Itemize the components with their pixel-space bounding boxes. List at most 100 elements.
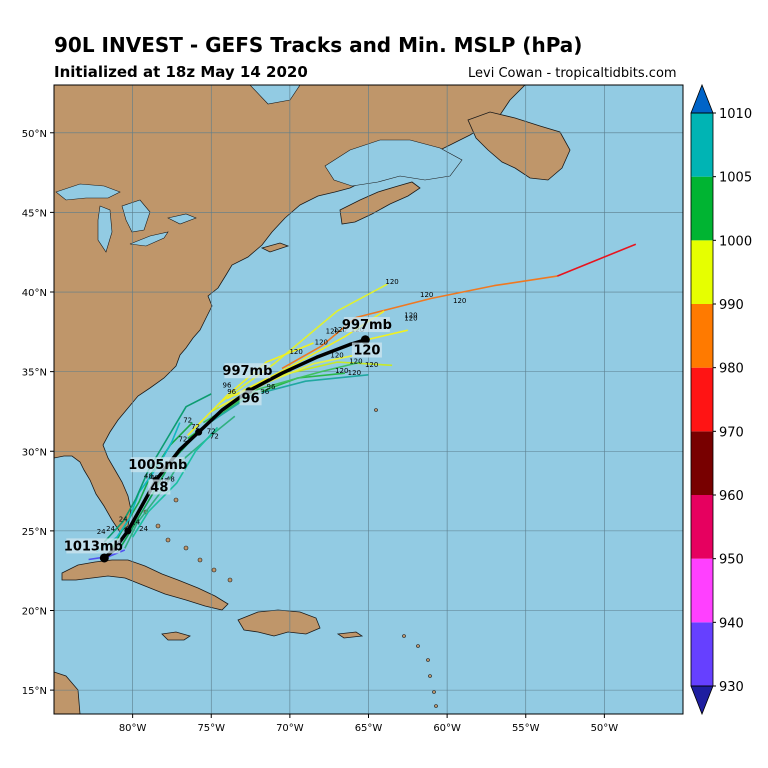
yucatan bbox=[54, 671, 81, 714]
mean-track-step-marker bbox=[124, 527, 132, 535]
forecast-hour-label: 24 bbox=[97, 528, 106, 536]
colorbar-band bbox=[691, 622, 713, 686]
forecast-hour-label: 120 bbox=[349, 358, 362, 366]
forecast-hour-label: 96 bbox=[223, 382, 232, 390]
ensemble-member-track bbox=[556, 243, 637, 277]
lake-erie bbox=[129, 231, 169, 247]
forecast-hour-label: 72 bbox=[191, 423, 200, 431]
forecast-hour-label: 48 bbox=[166, 476, 175, 484]
bahamas-3 bbox=[165, 537, 171, 543]
forecast-hour-label: 24 bbox=[106, 525, 115, 533]
forecast-hour-label: 72 bbox=[207, 428, 216, 436]
colorbar-tick-label: 1010 bbox=[719, 107, 752, 122]
ensemble-member-track bbox=[124, 415, 236, 549]
lesser-antilles-2 bbox=[416, 644, 420, 648]
forecast-hour-label: 24 bbox=[131, 519, 140, 527]
lesser-antilles-3 bbox=[426, 658, 430, 662]
mean-label-box bbox=[343, 317, 390, 333]
lesser-antilles-6 bbox=[434, 704, 438, 708]
forecast-hour-label: 120 bbox=[420, 291, 433, 299]
mean-label-box bbox=[130, 457, 185, 473]
ensemble-member-track bbox=[108, 422, 193, 556]
mean-track-label: 120 bbox=[353, 344, 380, 359]
forecast-hour-label: 72 bbox=[178, 436, 187, 444]
forecast-hour-label: 24 bbox=[139, 525, 148, 533]
forecast-hour-label: 120 bbox=[404, 315, 417, 323]
graticule bbox=[54, 85, 683, 714]
bahamas-8 bbox=[173, 497, 179, 503]
forecast-hour-label: 120 bbox=[326, 327, 339, 335]
forecast-hour-label: 120 bbox=[330, 351, 343, 359]
forecast-hour-label: 96 bbox=[267, 383, 276, 391]
lesser-antilles-1 bbox=[402, 634, 406, 638]
ensemble-member-track bbox=[195, 374, 369, 433]
bermuda bbox=[374, 408, 378, 412]
forecast-hour-label: 120 bbox=[334, 326, 347, 334]
colorbar-band bbox=[691, 304, 713, 368]
colorbar-tick-label: 930 bbox=[719, 680, 744, 695]
colorbar-band bbox=[691, 431, 713, 495]
forecast-hour-label: 96 bbox=[260, 388, 269, 396]
forecast-hour-label: 120 bbox=[348, 369, 361, 377]
axis-ticks: 80°W 75°W 70°W 65°W 60°W 55°W 50°W 15°N 20°N 25°N… bbox=[22, 129, 619, 734]
colorbar-band bbox=[691, 113, 713, 177]
lon-tick-label: 55°W bbox=[512, 723, 540, 734]
mean-track-label: 1013mb bbox=[64, 539, 123, 554]
colorbar-tick-label: 980 bbox=[719, 362, 744, 377]
mean-track-label: 96 bbox=[242, 391, 260, 406]
colorbar-tick-label: 990 bbox=[719, 298, 744, 313]
mean-track-label: 997mb bbox=[342, 318, 392, 333]
ensemble-member-track bbox=[355, 275, 558, 319]
colorbar-band bbox=[691, 495, 713, 559]
forecast-hour-label: 48 bbox=[144, 472, 153, 480]
mslp-colorbar: 1010 1005 1000 990 980 970 960 950 940 930 bbox=[690, 83, 752, 716]
colorbar-tick-label: 960 bbox=[719, 489, 744, 504]
mean-track-step-marker bbox=[195, 428, 203, 436]
forecast-hour-label: 120 bbox=[385, 278, 398, 286]
mean-track-label: 1005mb bbox=[128, 458, 187, 473]
ensemble-member-track bbox=[187, 342, 314, 436]
lon-tick-label: 60°W bbox=[433, 723, 461, 734]
forecast-hour-label: 120 bbox=[335, 367, 348, 375]
mean-label-box bbox=[351, 342, 382, 358]
lesser-antilles-5 bbox=[432, 690, 436, 694]
lat-tick-label: 25°N bbox=[22, 527, 47, 538]
nova-scotia bbox=[339, 181, 421, 225]
lon-tick-label: 65°W bbox=[355, 723, 383, 734]
bahamas-5 bbox=[197, 557, 203, 563]
lat-tick-label: 15°N bbox=[22, 686, 47, 697]
author-credit: Levi Cowan - tropicaltidbits.com bbox=[468, 66, 677, 81]
forecast-hour-label: 120 bbox=[453, 297, 466, 305]
bahamas-6 bbox=[211, 567, 217, 573]
gulf-of-st-lawrence bbox=[324, 139, 463, 187]
colorbar-band bbox=[691, 240, 713, 304]
colorbar-tick-label: 970 bbox=[719, 425, 744, 440]
lake-huron bbox=[121, 199, 151, 233]
forecast-hour-label: 120 bbox=[365, 361, 378, 369]
lat-tick-label: 30°N bbox=[22, 447, 47, 458]
bahamas-2 bbox=[155, 523, 161, 529]
lat-tick-label: 35°N bbox=[22, 368, 47, 379]
mean-label-box bbox=[148, 479, 171, 495]
forecast-hour-label: 96 bbox=[227, 388, 236, 396]
colorbar-band bbox=[691, 367, 713, 432]
land-layer bbox=[54, 85, 571, 714]
mean-track-label: 48 bbox=[150, 480, 168, 495]
colorbar-top-arrow bbox=[690, 83, 714, 114]
colorbar-bottom-arrow bbox=[690, 685, 714, 716]
colorbar-band bbox=[691, 176, 713, 241]
mean-label-box bbox=[224, 363, 271, 379]
cuba bbox=[61, 559, 229, 611]
chart-title: 90L INVEST - GEFS Tracks and Min. MSLP (… bbox=[54, 33, 583, 57]
lat-tick-label: 45°N bbox=[22, 208, 47, 219]
puerto-rico bbox=[336, 631, 364, 639]
colorbar-frame bbox=[690, 112, 714, 687]
forecast-hour-label: 120 bbox=[404, 311, 417, 319]
colorbar-tick-label: 950 bbox=[719, 553, 744, 568]
lon-tick-label: 70°W bbox=[276, 723, 304, 734]
lake-michigan bbox=[97, 205, 113, 253]
lon-tick-label: 50°W bbox=[591, 723, 619, 734]
colorbar-tick-label: 1000 bbox=[719, 234, 752, 249]
init-time-subtitle: Initialized at 18z May 14 2020 bbox=[54, 63, 308, 81]
lakes-layer bbox=[55, 85, 463, 253]
